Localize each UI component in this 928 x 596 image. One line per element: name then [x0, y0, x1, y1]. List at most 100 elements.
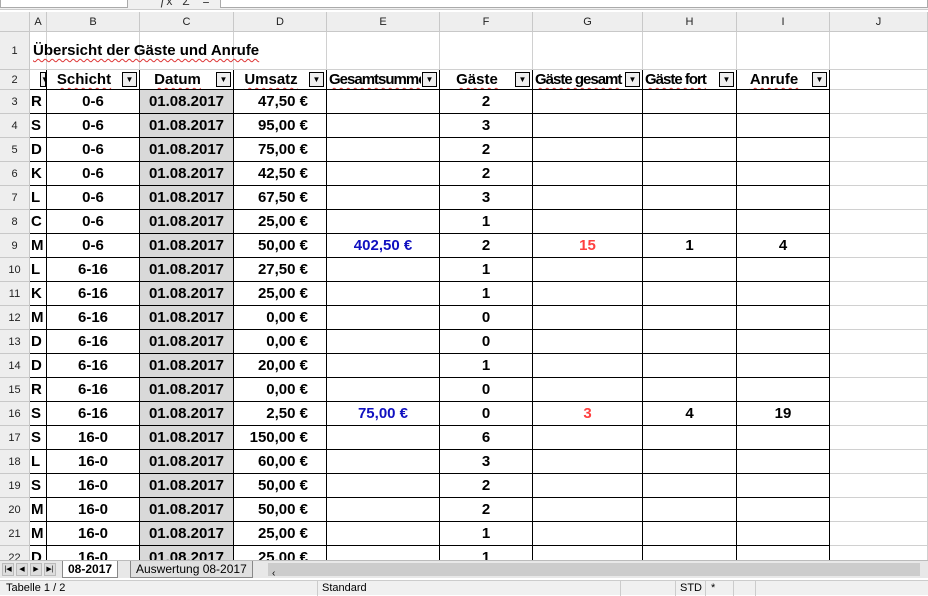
datum-cell[interactable]: 01.08.2017	[140, 282, 234, 306]
gaeste-gesamt-cell[interactable]	[533, 210, 643, 234]
last-sheet-button[interactable]: ▶|	[44, 563, 56, 576]
sheet-tab[interactable]: Auswertung 08-2017	[130, 561, 253, 578]
gaeste-gesamt-cell[interactable]	[533, 90, 643, 114]
datum-cell[interactable]: 01.08.2017	[140, 210, 234, 234]
gaeste-fort-cell[interactable]	[643, 258, 737, 282]
gesamtsumme-cell[interactable]	[327, 522, 440, 546]
row-header[interactable]: 1	[0, 32, 30, 70]
row-header[interactable]: 16	[0, 402, 30, 426]
gesamtsumme-cell[interactable]: 75,00 €	[327, 402, 440, 426]
schicht-cell[interactable]: 0-6	[47, 186, 140, 210]
gaeste-gesamt-cell[interactable]: 15	[533, 234, 643, 258]
gesamtsumme-cell[interactable]	[327, 162, 440, 186]
cell[interactable]	[830, 498, 928, 522]
datum-cell[interactable]: 01.08.2017	[140, 450, 234, 474]
gaeste-fort-cell[interactable]	[643, 330, 737, 354]
datum-cell[interactable]: 01.08.2017	[140, 306, 234, 330]
gaeste-fort-cell[interactable]: 4	[643, 402, 737, 426]
cell[interactable]	[830, 32, 928, 70]
gaeste-gesamt-cell[interactable]	[533, 162, 643, 186]
column-header-H[interactable]: H	[643, 12, 737, 32]
schicht-cell[interactable]: 6-16	[47, 354, 140, 378]
gaeste-fort-cell[interactable]	[643, 306, 737, 330]
umsatz-cell[interactable]: 60,00 €	[234, 450, 327, 474]
anrufe-cell[interactable]	[737, 210, 830, 234]
gaeste-cell[interactable]: 2	[440, 90, 533, 114]
cell[interactable]	[30, 32, 47, 70]
cell[interactable]	[830, 402, 928, 426]
name-cell[interactable]: R	[30, 378, 47, 402]
cell[interactable]	[830, 306, 928, 330]
row-header[interactable]: 15	[0, 378, 30, 402]
gesamtsumme-cell[interactable]	[327, 498, 440, 522]
gaeste-cell[interactable]: 1	[440, 522, 533, 546]
umsatz-cell[interactable]: 47,50 €	[234, 90, 327, 114]
name-cell[interactable]: L	[30, 450, 47, 474]
cell[interactable]	[830, 114, 928, 138]
gaeste-cell[interactable]: 6	[440, 426, 533, 450]
horizontal-scrollbar[interactable]: ‹	[268, 563, 920, 579]
column-header-F[interactable]: F	[440, 12, 533, 32]
anrufe-cell[interactable]	[737, 474, 830, 498]
prev-sheet-button[interactable]: ◀	[16, 563, 28, 576]
gaeste-fort-cell[interactable]	[643, 354, 737, 378]
gesamtsumme-cell[interactable]	[327, 138, 440, 162]
anrufe-cell[interactable]	[737, 162, 830, 186]
gesamtsumme-cell[interactable]	[327, 90, 440, 114]
umsatz-cell[interactable]: 95,00 €	[234, 114, 327, 138]
gaeste-fort-cell[interactable]	[643, 162, 737, 186]
name-cell[interactable]: S	[30, 426, 47, 450]
row-header[interactable]: 19	[0, 474, 30, 498]
datum-cell[interactable]: 01.08.2017	[140, 234, 234, 258]
autofilter-dropdown-icon[interactable]: ▼	[719, 72, 734, 87]
autofilter-dropdown-icon[interactable]: ▼	[309, 72, 324, 87]
gaeste-cell[interactable]: 2	[440, 234, 533, 258]
row-header[interactable]: 12	[0, 306, 30, 330]
column-header-D[interactable]: D	[234, 12, 327, 32]
umsatz-cell[interactable]: 25,00 €	[234, 282, 327, 306]
gesamtsumme-cell[interactable]	[327, 306, 440, 330]
formula-input[interactable]	[220, 0, 928, 8]
gaeste-gesamt-cell[interactable]	[533, 282, 643, 306]
cell[interactable]	[830, 474, 928, 498]
cell[interactable]	[140, 32, 234, 70]
column-filter-header[interactable]: Anrufe ▼	[737, 70, 830, 90]
schicht-cell[interactable]: 6-16	[47, 330, 140, 354]
gaeste-fort-cell[interactable]	[643, 90, 737, 114]
cell[interactable]	[830, 282, 928, 306]
row-header[interactable]: 13	[0, 330, 30, 354]
column-filter-header[interactable]: Umsatz ▼	[234, 70, 327, 90]
datum-cell[interactable]: 01.08.2017	[140, 90, 234, 114]
name-cell[interactable]: S	[30, 114, 47, 138]
gaeste-gesamt-cell[interactable]	[533, 114, 643, 138]
gaeste-fort-cell[interactable]	[643, 522, 737, 546]
schicht-cell[interactable]: 6-16	[47, 306, 140, 330]
column-header-G[interactable]: G	[533, 12, 643, 32]
cell[interactable]	[830, 234, 928, 258]
gesamtsumme-cell[interactable]	[327, 474, 440, 498]
gesamtsumme-cell[interactable]: 402,50 €	[327, 234, 440, 258]
autofilter-dropdown-icon[interactable]: ▼	[625, 72, 640, 87]
autofilter-dropdown-icon[interactable]: ▼	[515, 72, 530, 87]
column-filter-header[interactable]: ▼	[30, 70, 47, 90]
gaeste-gesamt-cell[interactable]	[533, 306, 643, 330]
anrufe-cell[interactable]: 4	[737, 234, 830, 258]
umsatz-cell[interactable]: 27,50 €	[234, 258, 327, 282]
datum-cell[interactable]: 01.08.2017	[140, 114, 234, 138]
datum-cell[interactable]: 01.08.2017	[140, 378, 234, 402]
gesamtsumme-cell[interactable]	[327, 354, 440, 378]
gaeste-fort-cell[interactable]: 1	[643, 234, 737, 258]
schicht-cell[interactable]: 16-0	[47, 522, 140, 546]
anrufe-cell[interactable]	[737, 426, 830, 450]
gaeste-fort-cell[interactable]	[643, 186, 737, 210]
datum-cell[interactable]: 01.08.2017	[140, 186, 234, 210]
autofilter-dropdown-icon[interactable]: ▼	[40, 72, 46, 87]
gaeste-fort-cell[interactable]	[643, 378, 737, 402]
name-cell[interactable]: L	[30, 258, 47, 282]
gaeste-cell[interactable]: 2	[440, 498, 533, 522]
row-header[interactable]: 5	[0, 138, 30, 162]
schicht-cell[interactable]: 0-6	[47, 162, 140, 186]
row-header[interactable]: 17	[0, 426, 30, 450]
cell[interactable]	[830, 162, 928, 186]
umsatz-cell[interactable]: 67,50 €	[234, 186, 327, 210]
